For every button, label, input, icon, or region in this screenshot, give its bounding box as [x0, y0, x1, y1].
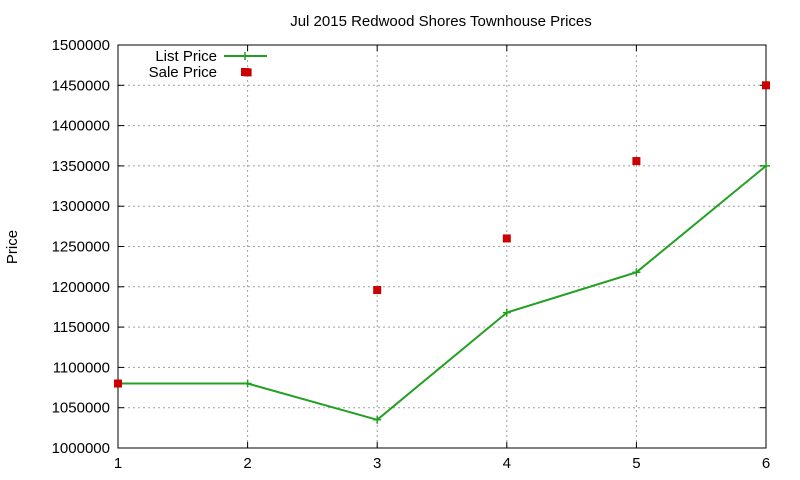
- x-tick-label: 3: [373, 455, 381, 472]
- sale-price-point: [762, 81, 770, 90]
- series-layer: [114, 68, 770, 424]
- list-price-point: [762, 161, 770, 170]
- y-tick-label: 1450000: [52, 77, 110, 94]
- legend-marker-sale-price: [241, 68, 249, 76]
- y-axis-label: Price: [4, 230, 21, 264]
- list-price-point: [632, 268, 641, 277]
- list-price-line: [118, 165, 767, 421]
- y-tick-label: 1200000: [52, 279, 110, 296]
- y-tick-label: 1300000: [52, 198, 110, 215]
- list-price-point: [502, 308, 511, 317]
- sale-price-point: [502, 234, 511, 243]
- y-tick-label: 1250000: [52, 239, 110, 256]
- y-tick-label: 1400000: [52, 118, 110, 135]
- legend-marker-list-price: [241, 52, 249, 60]
- x-tick-label: 2: [243, 455, 251, 472]
- y-tick-label: 1100000: [53, 359, 110, 376]
- y-tick-label: 1350000: [52, 158, 110, 175]
- x-tick-label: 6: [762, 455, 770, 472]
- x-tick-label: 1: [114, 455, 122, 472]
- sale-price-point: [632, 157, 641, 166]
- list-price-point: [243, 379, 252, 388]
- grid: [118, 45, 766, 448]
- y-tick-label: 1150000: [53, 319, 110, 336]
- legend-label-list-price: List Price: [155, 48, 217, 65]
- sale-price-point: [114, 379, 122, 388]
- plot-frame: [117, 44, 767, 449]
- chart-title: Jul 2015 Redwood Shores Townhouse Prices: [290, 13, 592, 30]
- axis-ticks: 1000000 1050000 1100000 1150000 1200000 12500…: [52, 37, 771, 472]
- legend-label-sale-price: Sale Price: [149, 64, 217, 81]
- list-price-point: [373, 415, 382, 424]
- y-tick-label: 1500000: [52, 37, 110, 54]
- y-tick-label: 1050000: [52, 400, 110, 417]
- y-tick-label: 1000000: [52, 440, 110, 457]
- sale-price-point: [373, 286, 382, 295]
- x-tick-label: 5: [632, 455, 640, 472]
- x-tick-label: 4: [503, 455, 511, 472]
